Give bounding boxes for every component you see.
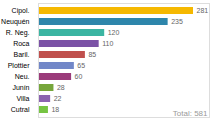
svg-text:22: 22 [54,95,62,102]
svg-text:Baril.: Baril. [14,51,30,58]
svg-text:65: 65 [77,62,85,69]
svg-text:Cutral: Cutral [11,106,30,113]
svg-text:Villa: Villa [16,95,29,102]
svg-text:Neu.: Neu. [15,73,30,80]
svg-text:Neuquén: Neuquén [1,18,30,26]
svg-text:Cipol.: Cipol. [12,7,30,15]
svg-text:85: 85 [88,51,96,58]
svg-text:281: 281 [197,7,209,14]
svg-text:28: 28 [57,84,65,91]
svg-text:R. Neg.: R. Neg. [6,29,30,37]
svg-text:235: 235 [171,18,183,25]
svg-text:60: 60 [75,73,83,80]
svg-text:Roca: Roca [13,40,29,47]
svg-text:120: 120 [108,29,120,36]
svg-text:18: 18 [51,106,59,113]
svg-text:110: 110 [102,40,113,47]
svg-text:Junín: Junín [12,84,29,91]
svg-text:Total: 581: Total: 581 [173,109,208,118]
svg-text:Plottier: Plottier [8,62,30,69]
